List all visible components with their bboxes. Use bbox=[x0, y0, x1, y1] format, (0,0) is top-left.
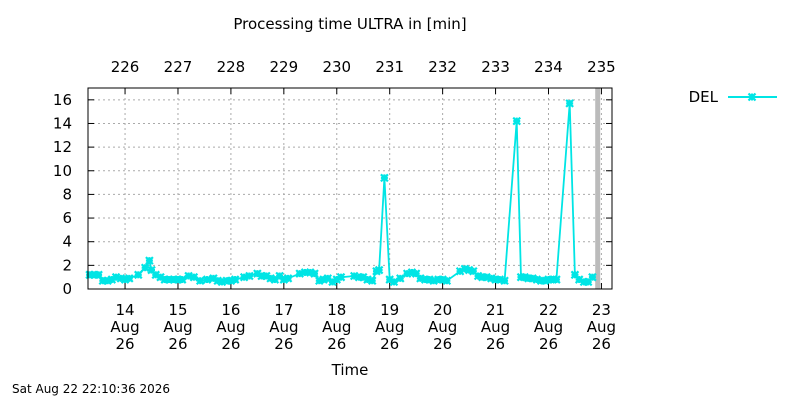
y-tick-label: 4 bbox=[62, 233, 72, 251]
data-point bbox=[374, 265, 384, 275]
top-tick-label: 230 bbox=[322, 58, 351, 76]
top-tick-label: 229 bbox=[270, 58, 299, 76]
x-tick-label: 16 Aug 26 bbox=[216, 301, 245, 353]
series-line bbox=[89, 103, 594, 283]
data-point bbox=[202, 275, 212, 284]
data-point bbox=[552, 275, 561, 284]
data-point bbox=[140, 263, 150, 272]
data-point bbox=[310, 269, 319, 278]
top-tick-label: 226 bbox=[111, 58, 140, 76]
data-point bbox=[396, 274, 405, 283]
data-point bbox=[512, 116, 522, 126]
top-tick-label: 228 bbox=[217, 58, 246, 76]
y-tick-label: 16 bbox=[53, 91, 72, 109]
data-point bbox=[125, 274, 134, 283]
data-point bbox=[134, 270, 143, 280]
timestamp: Sat Aug 22 22:10:36 2026 bbox=[12, 382, 171, 396]
legend: DEL bbox=[689, 88, 777, 106]
x-tick-label: 23 Aug 26 bbox=[587, 301, 616, 353]
data-point bbox=[565, 99, 574, 108]
legend-label-del: DEL bbox=[689, 88, 719, 106]
y-tick-label: 10 bbox=[53, 162, 72, 180]
data-point bbox=[195, 276, 205, 286]
top-tick-label: 231 bbox=[375, 58, 404, 76]
data-point bbox=[583, 277, 593, 287]
data-point bbox=[283, 274, 293, 283]
top-tick-label: 234 bbox=[534, 58, 563, 76]
x-axis-label: Time bbox=[331, 361, 369, 379]
y-tick-label: 2 bbox=[62, 256, 72, 274]
top-tick-label: 235 bbox=[587, 58, 616, 76]
data-point bbox=[230, 275, 240, 284]
data-point bbox=[500, 276, 509, 286]
x-tick-label: 22 Aug 26 bbox=[534, 301, 563, 353]
y-tick-label: 0 bbox=[62, 280, 72, 298]
x-tick-label: 15 Aug 26 bbox=[163, 301, 192, 353]
data-point bbox=[588, 272, 597, 282]
y-tick-label: 14 bbox=[53, 114, 72, 132]
data-point bbox=[367, 276, 377, 286]
x-axis: 14 Aug 26 15 Aug 26 16 Aug 26 17 Aug 26 18 Aug 26 19 Aug… bbox=[110, 283, 616, 353]
grid-lines bbox=[88, 88, 612, 289]
x-tick-label: 14 Aug 26 bbox=[110, 301, 139, 353]
y-tick-label: 8 bbox=[62, 185, 72, 203]
chart-title: Processing time ULTRA in [min] bbox=[233, 15, 466, 33]
data-point bbox=[94, 270, 103, 280]
data-point bbox=[389, 277, 399, 287]
data-point bbox=[145, 256, 154, 265]
data-point bbox=[189, 272, 199, 282]
data-point bbox=[336, 272, 346, 282]
top-tick-label: 227 bbox=[164, 58, 193, 76]
x-tick-label: 20 Aug 26 bbox=[428, 301, 457, 353]
x-tick-label: 19 Aug 26 bbox=[375, 301, 404, 353]
y-axis: 0 2 4 6 8 10 12 14 16 bbox=[53, 91, 612, 298]
x-tick-label: 21 Aug 26 bbox=[481, 301, 510, 353]
data-point bbox=[380, 173, 389, 183]
data-point bbox=[442, 276, 452, 286]
series-del bbox=[85, 99, 597, 287]
data-point bbox=[245, 271, 254, 281]
top-tick-label: 232 bbox=[428, 58, 457, 76]
data-point bbox=[177, 275, 187, 284]
x-tick-label: 18 Aug 26 bbox=[322, 301, 351, 353]
y-tick-label: 6 bbox=[62, 209, 72, 227]
top-axis: 226 227 228 229 230 231 232 233 234 235 bbox=[111, 58, 616, 94]
legend-marker-del bbox=[747, 92, 757, 102]
plot-frame bbox=[87, 87, 613, 290]
x-tick-label: 17 Aug 26 bbox=[269, 301, 298, 353]
y-tick-label: 12 bbox=[53, 138, 72, 156]
legend-point bbox=[747, 92, 757, 102]
top-tick-label: 233 bbox=[481, 58, 510, 76]
